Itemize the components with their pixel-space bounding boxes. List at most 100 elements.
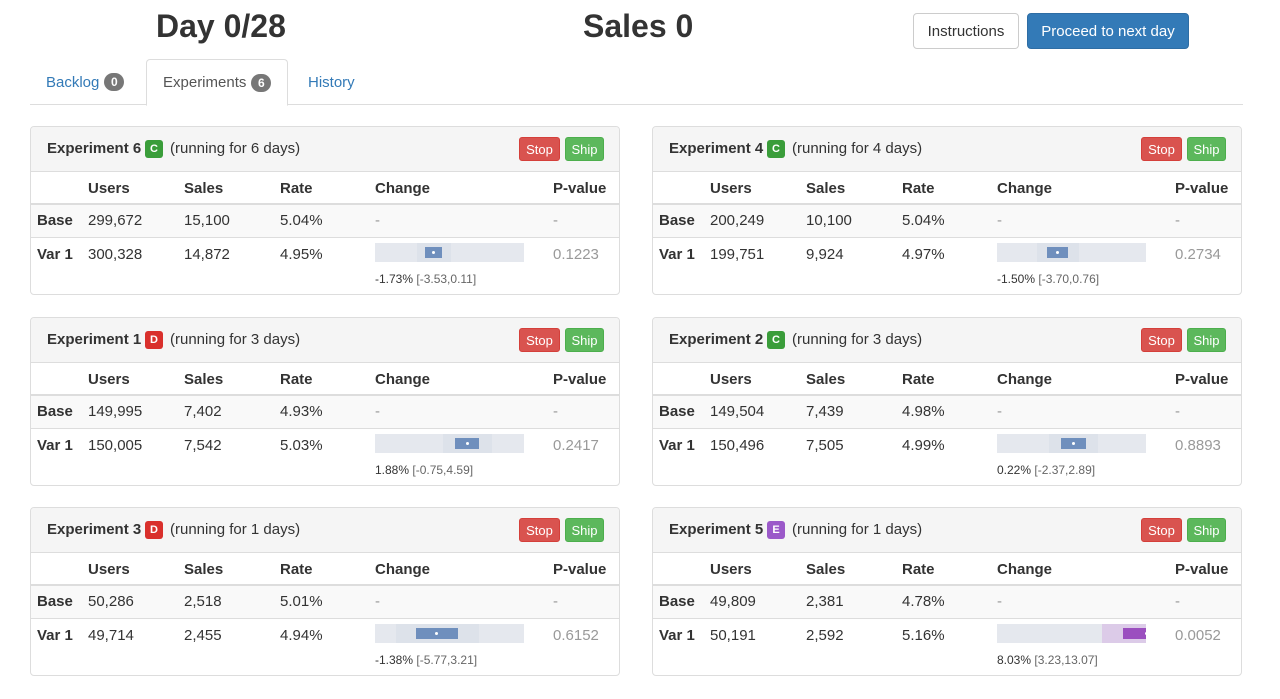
stop-experiment-button[interactable]: Stop [1141,518,1182,542]
ship-experiment-button[interactable]: Ship [565,137,604,161]
stop-experiment-button[interactable]: Stop [1141,137,1182,161]
column-header-pvalue: P-value [553,561,607,578]
row-label: Base [659,212,695,229]
tab-experiments[interactable]: Experiments 6 [146,59,289,106]
row-label: Base [659,403,695,420]
ship-experiment-button[interactable]: Ship [1187,328,1226,352]
ship-experiment-button[interactable]: Ship [1187,518,1226,542]
tab-backlog[interactable]: Backlog 0 [30,59,140,105]
change-summary: -1.50% [-3.70,0.76] [997,272,1099,286]
column-header-rate: Rate [280,180,313,197]
stop-experiment-button[interactable]: Stop [519,137,560,161]
experiment-category-badge: C [767,140,785,158]
tab-bar: Backlog 0 Experiments 6 History [30,59,1243,106]
ship-experiment-button[interactable]: Ship [565,328,604,352]
row-label: Var 1 [659,246,695,263]
pvalue-value: 0.1223 [553,246,599,263]
experiment-category-badge: D [145,521,163,539]
ship-experiment-button[interactable]: Ship [565,518,604,542]
row-label: Base [37,593,73,610]
table-header-row: Users Sales Rate Change P-value [31,363,619,396]
change-interval-bar [375,624,524,643]
column-header-rate: Rate [280,561,313,578]
rate-value: 5.01% [280,593,323,610]
experiment-category-badge: C [145,140,163,158]
users-value: 199,751 [710,246,765,263]
column-header-sales: Sales [184,180,224,197]
rate-value: 5.16% [902,627,945,644]
sales-value: 10,100 [806,212,852,229]
experiment-category-badge: E [767,521,785,539]
column-header-change: Change [375,371,431,388]
ship-experiment-button[interactable]: Ship [1187,137,1226,161]
tab-count-badge: 0 [104,73,125,91]
change-percent: 1.88% [375,463,410,477]
rate-value: 4.95% [280,246,323,263]
instructions-button[interactable]: Instructions [913,13,1019,49]
experiment-running-duration: (running for 3 days) [792,331,923,348]
table-header-row: Users Sales Rate Change P-value [31,553,619,586]
users-value: 49,714 [88,627,134,644]
change-point-dot [435,632,439,635]
experiment-heading: Experiment 2 C (running for 3 days) Stop… [653,318,1241,363]
page-header: Day 0/28 Sales 0 Instructions Proceed to… [0,0,1280,60]
change-point-dot [1072,442,1076,445]
confidence-interval: [-0.75,4.59] [412,463,474,477]
rate-value: 4.94% [280,627,323,644]
change-point-dot [1144,632,1148,635]
column-header-users: Users [88,371,130,388]
change-value: - [997,593,1002,610]
stop-experiment-button[interactable]: Stop [519,518,560,542]
table-header-row: Users Sales Rate Change P-value [31,172,619,205]
table-row-variant: Var 1 150,005 7,542 5.03% 1.88% [-0.75,4… [31,429,619,485]
experiment-running-duration: (running for 1 days) [170,521,301,538]
table-header-row: Users Sales Rate Change P-value [653,553,1241,586]
users-value: 149,504 [710,403,765,420]
change-interval-bar [997,243,1146,262]
experiment-heading: Experiment 4 C (running for 4 days) Stop… [653,127,1241,172]
rate-value: 4.78% [902,593,945,610]
tab-count-badge: 6 [251,73,272,92]
table-row-variant: Var 1 50,191 2,592 5.16% 8.03% [3.23,13.… [653,619,1241,675]
table-row-base: Base 200,249 10,100 5.04% - - [653,205,1241,238]
rate-value: 4.93% [280,403,323,420]
experiment-name: Experiment 6 [47,140,142,157]
change-point-dot [1056,251,1060,254]
users-value: 150,005 [88,437,143,454]
change-interval-bar [375,243,524,262]
users-value: 300,328 [88,246,143,263]
experiment-heading: Experiment 1 D (running for 3 days) Stop… [31,318,619,363]
table-row-base: Base 299,672 15,100 5.04% - - [31,205,619,238]
change-value: - [997,212,1002,229]
pvalue-value: - [553,212,558,229]
table-row-base: Base 149,995 7,402 4.93% - - [31,396,619,429]
table-row-variant: Var 1 199,751 9,924 4.97% -1.50% [-3.70,… [653,238,1241,294]
stop-experiment-button[interactable]: Stop [1141,328,1182,352]
tab-history[interactable]: History [292,59,371,105]
rate-value: 4.98% [902,403,945,420]
column-header-sales: Sales [806,180,846,197]
confidence-interval: [3.23,13.07] [1034,653,1098,667]
experiment-category-badge: C [767,331,785,349]
experiment-panel: Experiment 1 D (running for 3 days) Stop… [30,317,620,486]
sales-value: 7,439 [806,403,844,420]
column-header-change: Change [375,561,431,578]
column-header-users: Users [88,180,130,197]
tab-label: History [308,73,355,91]
change-interval-bar [375,434,524,453]
pvalue-value: - [1175,593,1180,610]
experiment-panel: Experiment 4 C (running for 4 days) Stop… [652,126,1242,295]
column-header-change: Change [997,561,1053,578]
experiment-category-badge: D [145,331,163,349]
change-summary: -1.73% [-3.53,0.11] [375,272,476,286]
change-point-dot [465,442,469,445]
proceed-next-day-button[interactable]: Proceed to next day [1027,13,1189,49]
table-row-variant: Var 1 49,714 2,455 4.94% -1.38% [-5.77,3… [31,619,619,675]
change-value: - [375,212,380,229]
column-header-users: Users [88,561,130,578]
change-percent: -1.50% [997,272,1036,286]
change-point-dot [431,251,435,254]
pvalue-value: 0.6152 [553,627,599,644]
change-value: - [997,403,1002,420]
stop-experiment-button[interactable]: Stop [519,328,560,352]
